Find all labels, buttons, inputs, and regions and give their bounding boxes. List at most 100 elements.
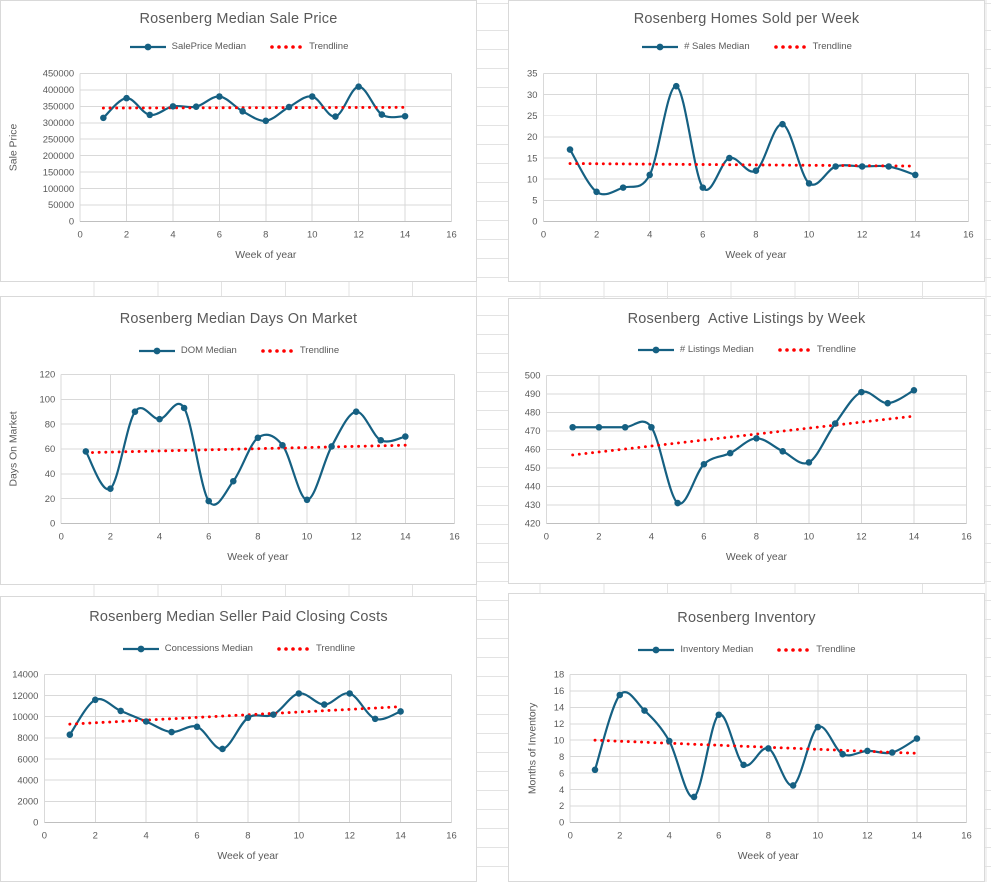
- legend-item-trendline: Trendline: [259, 345, 339, 356]
- svg-text:300000: 300000: [43, 117, 74, 128]
- svg-text:8: 8: [559, 751, 564, 762]
- svg-text:120: 120: [40, 369, 56, 380]
- trendline-legend-label: Trendline: [816, 644, 856, 655]
- svg-text:6000: 6000: [17, 753, 38, 764]
- chart-legend: Concessions Median Trendline: [1, 643, 476, 654]
- svg-text:18: 18: [554, 669, 564, 680]
- chart-title: Rosenberg Active Listings by Week: [627, 311, 866, 327]
- svg-text:8: 8: [754, 530, 759, 541]
- svg-text:0: 0: [50, 518, 55, 529]
- chart-active-listings-by-week[interactable]: Rosenberg Active Listings by Week # List…: [508, 298, 985, 584]
- trendline-legend-label: Trendline: [299, 345, 340, 356]
- svg-text:2: 2: [124, 228, 129, 239]
- chart-title: Rosenberg Inventory: [677, 610, 816, 626]
- svg-text:250000: 250000: [43, 134, 74, 145]
- chart-title: Rosenberg Homes Sold per Week: [633, 11, 860, 27]
- legend-item-trendline: Trendline: [772, 41, 852, 52]
- svg-text:10: 10: [813, 829, 823, 840]
- svg-text:10: 10: [527, 173, 537, 184]
- svg-text:430: 430: [525, 499, 541, 510]
- plot-area: 0 2000 4000 6000 8000 10000 12000 14000 0 2 4 6 8 10 1…: [12, 669, 457, 862]
- legend-item-series: DOM Median: [138, 345, 237, 356]
- svg-text:Days On Market: Days On Market: [9, 411, 20, 486]
- svg-text:16: 16: [554, 685, 564, 696]
- svg-text:4: 4: [157, 530, 162, 541]
- trendline-sample-icon: [261, 348, 293, 353]
- svg-text:6: 6: [194, 829, 199, 840]
- svg-text:500: 500: [525, 370, 541, 381]
- svg-text:Week of year: Week of year: [726, 552, 788, 563]
- svg-text:2: 2: [617, 829, 622, 840]
- svg-text:30: 30: [527, 89, 537, 100]
- trendline-sample-icon: [277, 646, 309, 651]
- svg-text:2: 2: [108, 530, 113, 541]
- chart-median-sale-price[interactable]: Rosenberg Median Sale Price SalePrice Me…: [0, 0, 477, 282]
- svg-text:6: 6: [701, 530, 706, 541]
- svg-text:15: 15: [527, 152, 537, 163]
- svg-text:12: 12: [862, 829, 872, 840]
- svg-text:35: 35: [527, 68, 537, 79]
- svg-text:450000: 450000: [43, 68, 74, 79]
- svg-text:8: 8: [263, 228, 268, 239]
- svg-text:6: 6: [559, 767, 564, 778]
- svg-text:80: 80: [45, 418, 55, 429]
- series-legend-label: SalePrice Median: [171, 41, 247, 52]
- legend-item-trendline: Trendline: [275, 643, 355, 654]
- svg-text:0: 0: [59, 530, 64, 541]
- svg-text:6: 6: [206, 530, 211, 541]
- chart-median-days-on-market[interactable]: Rosenberg Median Days On Market DOM Medi…: [0, 296, 477, 585]
- svg-text:4: 4: [559, 784, 564, 795]
- svg-text:10: 10: [804, 530, 814, 541]
- chart-inventory[interactable]: Rosenberg Inventory Inventory Median Tre…: [508, 593, 985, 882]
- series-legend-label: # Sales Median: [684, 41, 750, 52]
- series-legend-label: # Listings Median: [679, 344, 754, 355]
- legend-item-trendline: Trendline: [775, 644, 856, 655]
- svg-text:10: 10: [302, 530, 312, 541]
- chart-homes-sold-per-week[interactable]: Rosenberg Homes Sold per Week # Sales Me…: [508, 0, 985, 282]
- svg-text:14: 14: [554, 702, 564, 713]
- svg-text:8000: 8000: [17, 732, 38, 743]
- svg-text:2: 2: [559, 800, 564, 811]
- series-line-sample-icon: [129, 43, 166, 50]
- svg-text:8: 8: [753, 228, 758, 239]
- svg-text:2000: 2000: [17, 796, 38, 807]
- svg-text:12000: 12000: [12, 690, 38, 701]
- svg-text:4: 4: [667, 829, 672, 840]
- svg-text:14: 14: [909, 530, 919, 541]
- svg-text:Months of Inventory: Months of Inventory: [527, 702, 538, 794]
- series-line-sample-icon: [642, 43, 679, 50]
- svg-text:8: 8: [255, 530, 260, 541]
- svg-text:8: 8: [245, 829, 250, 840]
- svg-text:12: 12: [344, 829, 354, 840]
- svg-text:8: 8: [766, 829, 771, 840]
- svg-text:14000: 14000: [12, 669, 38, 680]
- svg-text:100000: 100000: [43, 183, 74, 194]
- svg-text:Week of year: Week of year: [235, 250, 297, 261]
- series-legend-label: Inventory Median: [680, 644, 754, 655]
- svg-text:490: 490: [525, 388, 541, 399]
- svg-text:0: 0: [532, 216, 537, 227]
- svg-text:5: 5: [532, 195, 537, 206]
- svg-text:440: 440: [525, 481, 541, 492]
- svg-text:2: 2: [594, 228, 599, 239]
- legend-item-series: SalePrice Median: [129, 41, 246, 52]
- plot-area: 0 5 10 15 20 25 30 35 0 2 4 6 8 10 12 14 16 Week of year: [527, 68, 974, 261]
- svg-text:16: 16: [963, 228, 973, 239]
- trendline-legend-label: Trendline: [812, 41, 852, 52]
- svg-text:14: 14: [910, 228, 920, 239]
- svg-text:Sale Price: Sale Price: [9, 124, 20, 172]
- chart-title: Rosenberg Median Seller Paid Closing Cos…: [89, 609, 388, 625]
- svg-text:14: 14: [400, 228, 410, 239]
- svg-text:Week of year: Week of year: [738, 851, 800, 862]
- svg-text:12: 12: [554, 718, 564, 729]
- svg-text:12: 12: [351, 530, 361, 541]
- svg-text:10000: 10000: [12, 711, 38, 722]
- trendline-sample-icon: [778, 347, 810, 352]
- chart-legend: DOM Median Trendline: [1, 345, 476, 356]
- legend-item-series: # Sales Median: [641, 41, 750, 52]
- svg-text:40: 40: [45, 468, 55, 479]
- chart-title: Rosenberg Median Sale Price: [139, 11, 338, 27]
- chart-seller-paid-closing-costs[interactable]: Rosenberg Median Seller Paid Closing Cos…: [0, 596, 477, 882]
- trendline-legend-label: Trendline: [816, 344, 857, 355]
- svg-text:10: 10: [294, 829, 304, 840]
